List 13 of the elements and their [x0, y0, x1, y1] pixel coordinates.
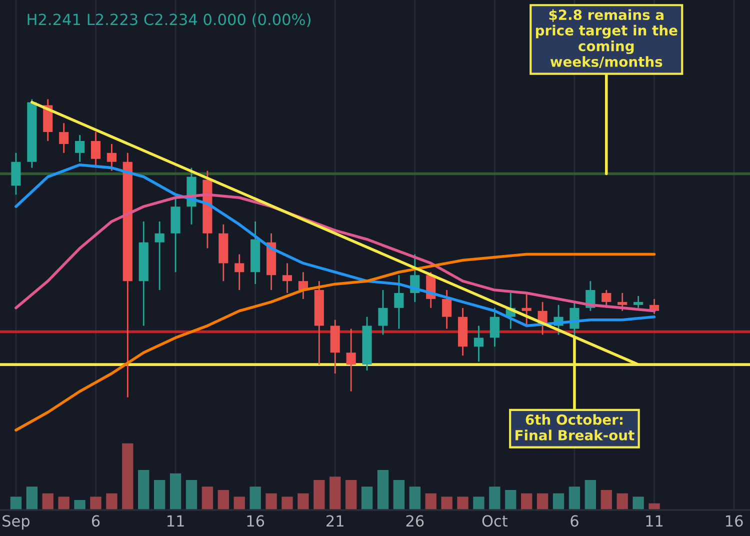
x-tick-label: Oct [482, 515, 508, 527]
x-tick-label: 16 [726, 515, 743, 527]
x-tick-label: 16 [247, 515, 264, 527]
x-tick-label: 21 [326, 515, 344, 526]
x-tick-label: 6 [92, 515, 100, 527]
annotation: $2.8 remains a price target in the coming weeks/months [536, 9, 678, 68]
x-tick-label: Sep [2, 515, 30, 530]
text: H2.241 L2.223 C2.234 0.000 (0.00%) [28, 13, 310, 28]
annotation: 6th October: Final Break-out [516, 414, 634, 440]
x-tick-label: 11 [646, 515, 663, 526]
x-tick-label: 26 [406, 515, 424, 527]
x-tick-label: 6 [570, 515, 578, 527]
x-tick-label: 11 [167, 515, 184, 526]
